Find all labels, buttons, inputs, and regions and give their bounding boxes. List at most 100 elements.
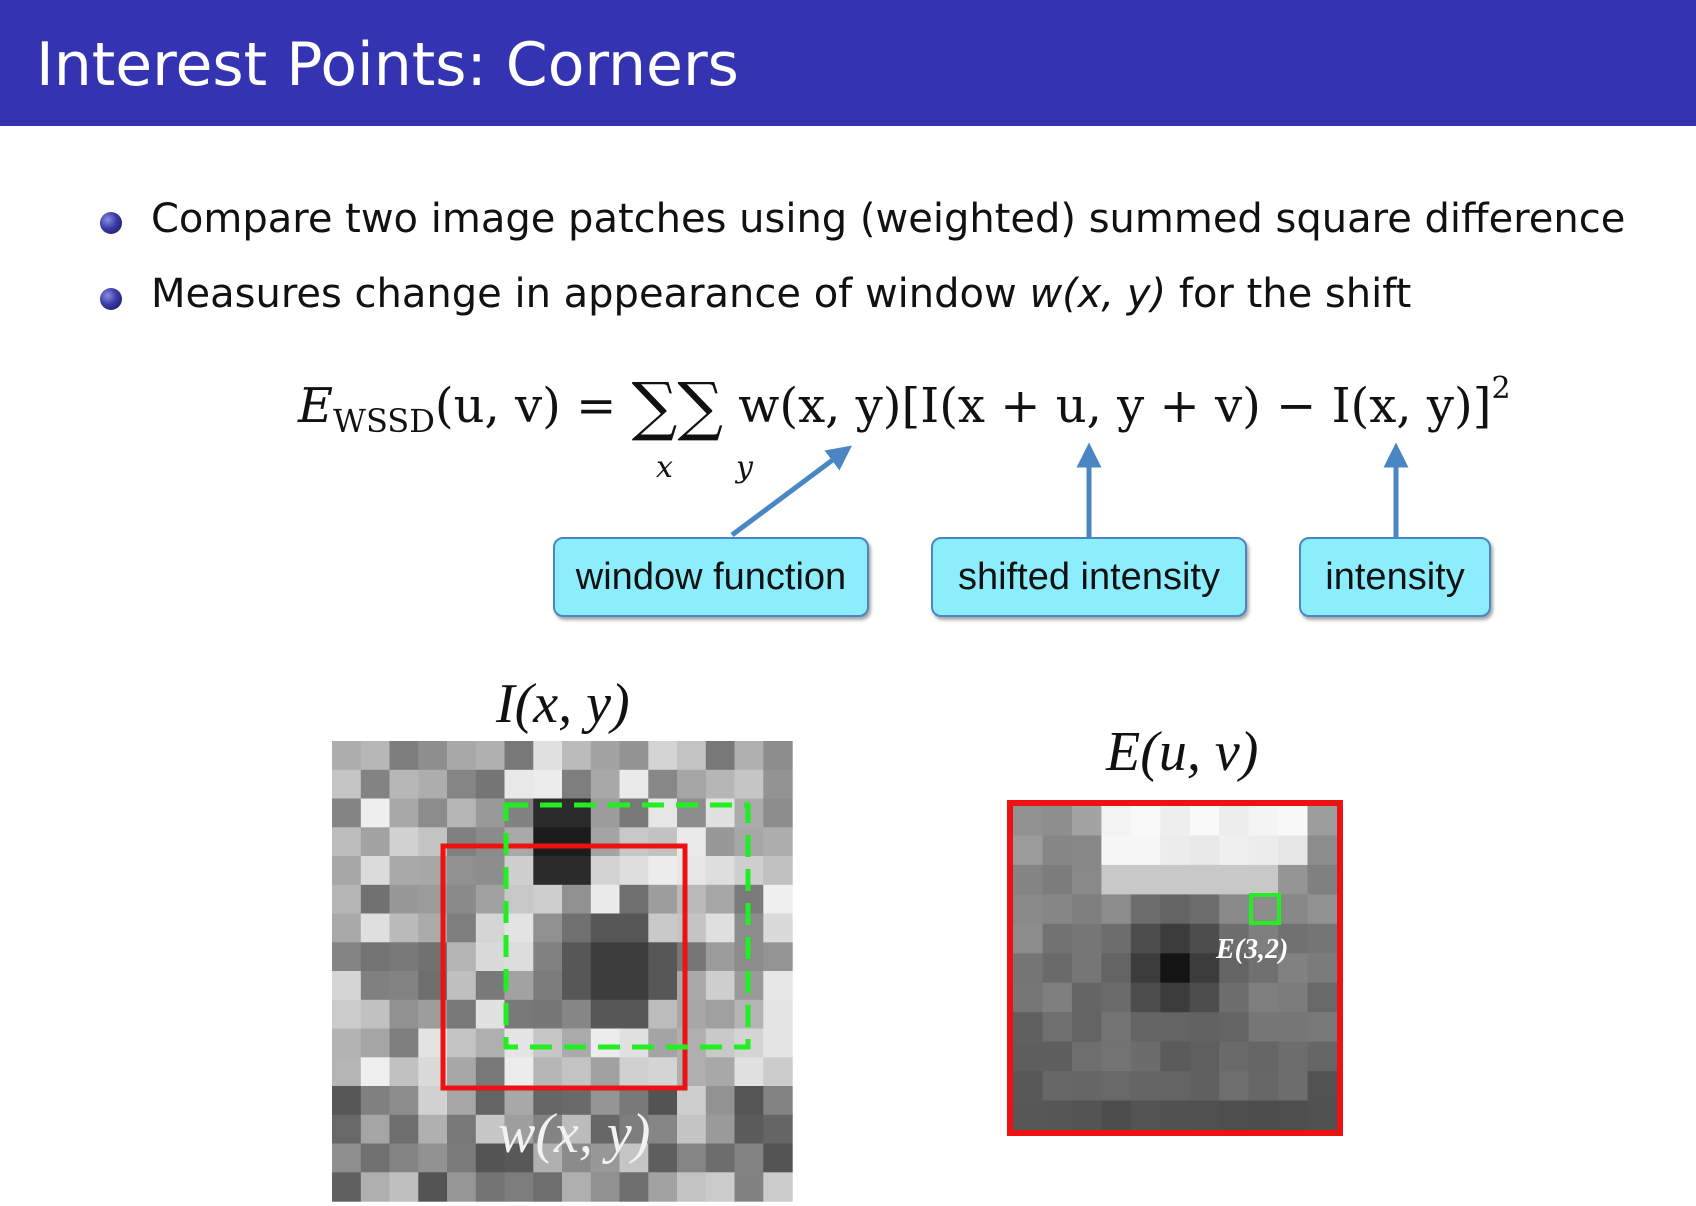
- image-pixel: [475, 1086, 506, 1116]
- image-pixel: [648, 1028, 678, 1058]
- eq-lhs-symbol: E: [298, 378, 334, 434]
- error-pixel: [1307, 923, 1338, 954]
- error-pixel: [1042, 953, 1073, 984]
- error-pixel: [1189, 923, 1220, 954]
- image-pixel: [763, 999, 793, 1030]
- image-pixel: [332, 1028, 362, 1058]
- image-pixel: [533, 1057, 563, 1087]
- error-pixel: [1219, 1041, 1250, 1072]
- image-pixel: [763, 884, 793, 915]
- error-pixel: [1248, 953, 1279, 984]
- image-pixel: [360, 1028, 391, 1058]
- error-pixel: [1189, 953, 1220, 984]
- image-pixel: [504, 1172, 534, 1202]
- image-pixel: [705, 1028, 736, 1058]
- error-pixel: [1278, 1100, 1309, 1131]
- bullet-marker-2: [100, 288, 122, 310]
- error-pixel: [1101, 923, 1132, 954]
- image-pixel: [447, 913, 477, 943]
- error-pixel: [1013, 982, 1044, 1013]
- error-pixel: [1042, 894, 1073, 925]
- image-pixel: [590, 1114, 621, 1145]
- image-pixel: [389, 827, 419, 857]
- image-pixel: [475, 913, 506, 943]
- image-pixel: [475, 884, 506, 915]
- image-pixel: [389, 798, 419, 828]
- image-pixel: [619, 1028, 649, 1058]
- bullet-text-2-math: w(x, y): [1029, 271, 1167, 317]
- error-pixel: [1013, 835, 1044, 866]
- error-pixel: [1248, 1012, 1279, 1043]
- image-pixel: [562, 971, 592, 1001]
- image-pixel: [648, 913, 678, 943]
- image-pixel: [648, 1143, 678, 1173]
- image-pixel: [360, 741, 391, 771]
- image-pixel: [332, 1086, 362, 1116]
- image-pixel: [705, 913, 736, 943]
- error-pixel: [1130, 835, 1161, 866]
- image-pixel: [389, 1172, 419, 1202]
- image-pixel: [533, 999, 563, 1030]
- image-pixel: [475, 1057, 506, 1087]
- image-pixel: [705, 884, 736, 915]
- image-pixel: [590, 741, 621, 771]
- error-pixel: [1219, 835, 1250, 866]
- image-pixel: [332, 1114, 362, 1145]
- image-pixel: [562, 856, 592, 886]
- image-pixel: [389, 942, 419, 972]
- image-pixel: [475, 856, 506, 886]
- image-pixel: [677, 1143, 707, 1173]
- image-pixel: [447, 999, 477, 1030]
- image-pixel: [705, 971, 736, 1001]
- error-pixel: [1307, 894, 1338, 925]
- image-pixel: [648, 827, 678, 857]
- image-pixel: [763, 856, 793, 886]
- image-pixel: [504, 884, 534, 915]
- image-pixel: [475, 741, 506, 771]
- error-pixel: [1219, 894, 1250, 925]
- error-pixel: [1071, 982, 1102, 1013]
- image-pixel: [332, 913, 362, 943]
- image-pixel: [533, 827, 563, 857]
- image-pixel: [562, 1172, 592, 1202]
- error-pixel: [1248, 982, 1279, 1013]
- image-pixel: [389, 769, 419, 800]
- image-pixel: [648, 1114, 678, 1145]
- image-pixel: [677, 884, 707, 915]
- image-pixel: [705, 1057, 736, 1087]
- image-pixel: [447, 1057, 477, 1087]
- image-pixel: [447, 942, 477, 972]
- image-pixel: [619, 942, 649, 972]
- error-pixel: [1042, 982, 1073, 1013]
- window-red-box: [440, 843, 688, 1091]
- image-pixel: [360, 1143, 391, 1173]
- image-pixel: [418, 769, 448, 800]
- image-pixel: [648, 971, 678, 1001]
- image-pixel: [332, 1057, 362, 1087]
- image-pixel: [475, 827, 506, 857]
- image-pixel: [332, 798, 362, 828]
- eq-rhs: w(x, y)[I(x + u, y + v) − I(x, y)]: [738, 378, 1492, 434]
- image-pixel: [533, 884, 563, 915]
- image-pixel: [648, 856, 678, 886]
- bullet-marker-1: [100, 212, 122, 234]
- image-pixel: [389, 1143, 419, 1173]
- image-pixel: [619, 1114, 649, 1145]
- error-pixel: [1278, 864, 1309, 895]
- error-pixel: [1013, 1012, 1044, 1043]
- image-pixel: [533, 741, 563, 771]
- image-pixel: [590, 769, 621, 800]
- image-pixel: [763, 942, 793, 972]
- image-pixel: [590, 1057, 621, 1087]
- image-pixel: [734, 1057, 764, 1087]
- image-pixel: [763, 798, 793, 828]
- image-pixel: [619, 1143, 649, 1173]
- error-pixel: [1101, 1012, 1132, 1043]
- image-pixel: [648, 769, 678, 800]
- window-function-label: window function: [553, 537, 869, 617]
- error-pixel: [1071, 1041, 1102, 1072]
- image-pixel: [562, 1114, 592, 1145]
- image-pixel: [332, 1172, 362, 1202]
- image-pixel: [648, 942, 678, 972]
